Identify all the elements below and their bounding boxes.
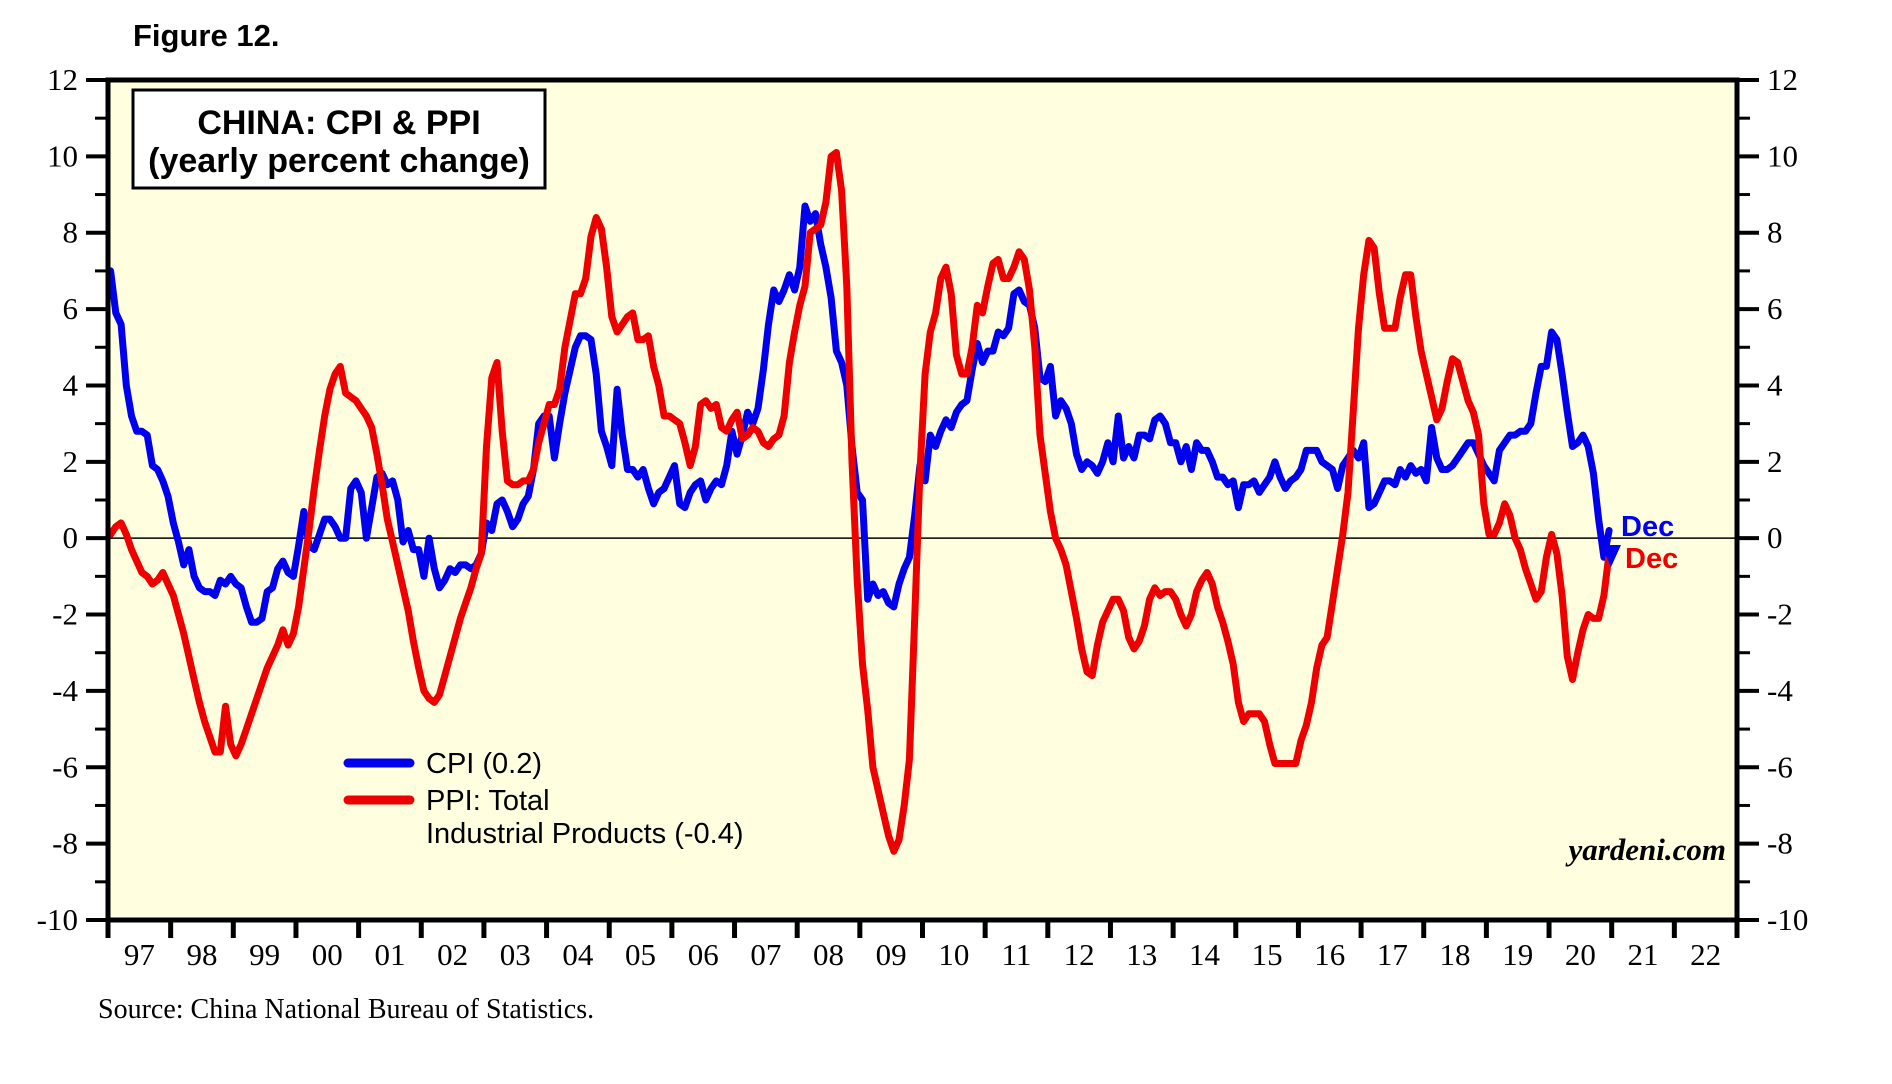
y-axis-label-left: 2 xyxy=(63,444,79,479)
x-axis-label: 12 xyxy=(1064,937,1095,972)
x-axis-label: 00 xyxy=(312,937,343,972)
y-axis-label-left: 6 xyxy=(63,291,79,326)
x-axis-label: 14 xyxy=(1189,937,1221,972)
y-axis-label-right: 8 xyxy=(1767,215,1783,250)
chart-title-line1: CHINA: CPI & PPI xyxy=(197,104,480,142)
x-axis-label: 22 xyxy=(1690,937,1721,972)
x-axis-label: 99 xyxy=(249,937,280,972)
legend-ppi-label-line1: PPI: Total xyxy=(426,785,550,817)
y-axis-label-right: -10 xyxy=(1767,902,1808,937)
legend-ppi-label-line2: Industrial Products (-0.4) xyxy=(426,818,744,850)
ppi-line xyxy=(108,149,1613,855)
title-box-border xyxy=(131,88,547,190)
series-lines xyxy=(108,149,1613,855)
x-axis-label: 08 xyxy=(813,937,844,972)
y-axis-label-left: -10 xyxy=(37,902,78,937)
y-axis-label-left: 8 xyxy=(63,215,79,250)
figure-label: Figure 12. xyxy=(133,18,279,53)
legend-cpi-label: CPI (0.2) xyxy=(426,748,542,780)
x-axis-label: 06 xyxy=(688,937,719,972)
y-axis-label-left: -6 xyxy=(52,749,78,784)
plot-area-background xyxy=(108,80,1737,920)
x-axis-label: 97 xyxy=(124,937,155,972)
source-note: Source: China National Bureau of Statist… xyxy=(98,994,594,1025)
y-axis-label-left: 10 xyxy=(47,138,78,173)
y-axis-label-left: 0 xyxy=(63,520,79,555)
watermark: yardeni.com xyxy=(1564,832,1726,867)
y-axis-label-right: 4 xyxy=(1767,367,1783,402)
y-axis-label-right: 10 xyxy=(1767,138,1798,173)
cpi-line-end-arrow xyxy=(1601,545,1621,567)
x-axis-label: 98 xyxy=(186,937,217,972)
x-axis-label: 20 xyxy=(1565,937,1596,972)
x-axis-label: 09 xyxy=(876,937,907,972)
cpi-end-label: Dec xyxy=(1621,511,1674,543)
chart-title-line2: (yearly percent change) xyxy=(148,142,530,180)
x-axis-label: 15 xyxy=(1252,937,1283,972)
y-axis-label-left: -8 xyxy=(52,826,78,861)
y-axis-label-right: -8 xyxy=(1767,826,1793,861)
y-axis-label-left: 12 xyxy=(47,62,78,97)
y-axis-label-right: 2 xyxy=(1767,444,1783,479)
x-axis-label: 16 xyxy=(1314,937,1345,972)
x-axis-label: 01 xyxy=(374,937,405,972)
x-axis-label: 04 xyxy=(562,937,594,972)
y-axis-label-left: 4 xyxy=(63,367,79,402)
y-axis-label-right: -6 xyxy=(1767,749,1793,784)
legend: CPI (0.2) PPI: Total Industrial Products… xyxy=(343,748,744,850)
x-axis-label: 18 xyxy=(1440,937,1471,972)
x-axis-label: 02 xyxy=(437,937,468,972)
x-axis-label: 21 xyxy=(1628,937,1659,972)
y-axis-label-right: 0 xyxy=(1767,520,1783,555)
plot-frame xyxy=(105,77,1740,923)
cpi-line xyxy=(108,202,1613,626)
y-axis-label-right: -2 xyxy=(1767,597,1793,632)
title-box: CHINA: CPI & PPI (yearly percent change) xyxy=(131,88,547,190)
x-axis-label: 05 xyxy=(625,937,656,972)
x-axis-label: 10 xyxy=(938,937,969,972)
y-axis-label-left: -4 xyxy=(52,673,78,708)
y-axis-label-right: 12 xyxy=(1767,62,1798,97)
x-axis-label: 03 xyxy=(500,937,531,972)
x-axis-label: 17 xyxy=(1377,937,1408,972)
y-axis-label-left: -2 xyxy=(52,597,78,632)
ppi-end-label: Dec xyxy=(1625,543,1678,575)
x-axis-label: 13 xyxy=(1126,937,1157,972)
x-axis-label: 11 xyxy=(1002,937,1032,972)
y-axis-label-right: 6 xyxy=(1767,291,1783,326)
y-axis-label-right: -4 xyxy=(1767,673,1793,708)
x-axis-label: 19 xyxy=(1502,937,1533,972)
x-axis-label: 07 xyxy=(750,937,781,972)
